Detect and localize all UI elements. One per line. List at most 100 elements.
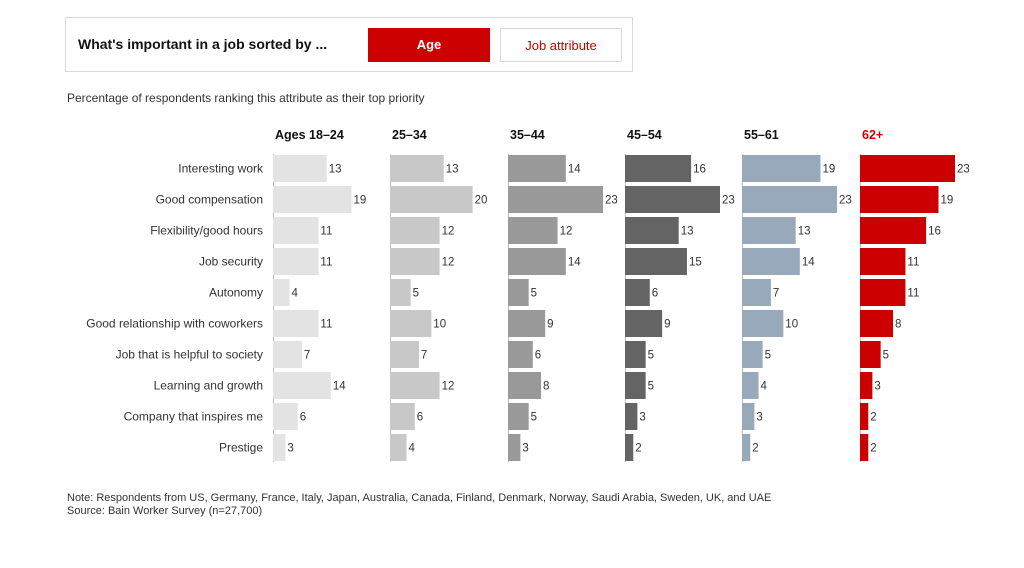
bar [860, 248, 906, 275]
data-label: 13 [446, 164, 459, 176]
data-label: 3 [287, 443, 293, 455]
data-label: 16 [928, 226, 941, 238]
bar [625, 372, 646, 399]
data-label: 19 [940, 195, 953, 207]
bar [273, 434, 286, 461]
data-label: 14 [333, 381, 346, 393]
data-label: 23 [605, 195, 618, 207]
chart-source: Source: Bain Worker Survey (n=27,700) [67, 505, 263, 517]
data-label: 7 [773, 288, 779, 300]
bar [742, 372, 759, 399]
bar [390, 341, 419, 368]
data-label: 13 [329, 164, 342, 176]
bar [742, 403, 755, 430]
data-label: 10 [433, 319, 446, 331]
bar [860, 186, 939, 213]
data-label: 2 [870, 412, 876, 424]
data-label: 8 [895, 319, 901, 331]
data-label: 6 [417, 412, 423, 424]
bar [860, 341, 881, 368]
bar [625, 217, 679, 244]
data-label: 3 [756, 412, 762, 424]
category-label: Autonomy [209, 286, 263, 300]
series-header: Ages 18–24 [275, 128, 344, 142]
bar [742, 310, 784, 337]
data-label: 13 [798, 226, 811, 238]
data-label: 14 [568, 257, 581, 269]
category-label: Job that is helpful to society [116, 348, 263, 362]
bar [742, 279, 771, 306]
category-label: Prestige [219, 441, 263, 455]
bar [860, 403, 869, 430]
data-label: 11 [320, 257, 332, 269]
data-label: 23 [839, 195, 852, 207]
series-header: 35–44 [510, 128, 545, 142]
bar [508, 186, 603, 213]
data-label: 14 [802, 257, 815, 269]
sort-control: What's important in a job sorted by ... … [65, 17, 633, 72]
bar [625, 434, 634, 461]
series-header: 55–61 [744, 128, 779, 142]
bar [625, 186, 720, 213]
bar [508, 217, 558, 244]
bar [860, 217, 927, 244]
data-label: 9 [547, 319, 553, 331]
data-label: 2 [870, 443, 876, 455]
bar [508, 279, 529, 306]
sort-by-job-attribute-button[interactable]: Job attribute [500, 28, 622, 62]
category-label: Flexibility/good hours [150, 224, 263, 238]
bar [508, 248, 566, 275]
data-label: 12 [560, 226, 573, 238]
data-label: 5 [883, 350, 889, 362]
category-label: Good compensation [156, 193, 263, 207]
data-label: 9 [664, 319, 670, 331]
data-label: 2 [752, 443, 758, 455]
data-label: 11 [907, 288, 919, 300]
category-label: Interesting work [178, 162, 264, 176]
data-label: 4 [761, 381, 768, 393]
data-label: 5 [648, 350, 654, 362]
data-label: 12 [442, 257, 455, 269]
data-label: 23 [957, 164, 970, 176]
bar [508, 341, 533, 368]
bar [625, 279, 650, 306]
bar [508, 403, 529, 430]
bar [390, 248, 440, 275]
bar [390, 155, 444, 182]
chart-subtitle: Percentage of respondents ranking this a… [67, 91, 425, 105]
data-label: 5 [413, 288, 419, 300]
bar [273, 155, 327, 182]
data-label: 23 [722, 195, 735, 207]
data-label: 11 [320, 226, 332, 238]
data-label: 3 [522, 443, 528, 455]
bar [273, 310, 319, 337]
data-label: 20 [475, 195, 488, 207]
bar [625, 403, 638, 430]
data-label: 2 [635, 443, 641, 455]
bar [860, 372, 873, 399]
data-label: 12 [442, 381, 455, 393]
bar [273, 372, 331, 399]
bar [273, 217, 319, 244]
bar [860, 279, 906, 306]
data-label: 5 [648, 381, 654, 393]
data-label: 4 [292, 288, 299, 300]
sort-by-age-button[interactable]: Age [368, 28, 490, 62]
data-label: 19 [353, 195, 366, 207]
data-label: 15 [689, 257, 702, 269]
series-header: 45–54 [627, 128, 662, 142]
data-label: 3 [874, 381, 880, 393]
bar [860, 310, 894, 337]
data-label: 6 [535, 350, 541, 362]
bar [742, 434, 751, 461]
bar [508, 310, 546, 337]
bar [860, 434, 869, 461]
bar [742, 341, 763, 368]
chart-note: Note: Respondents from US, Germany, Fran… [67, 492, 772, 504]
category-label: Learning and growth [154, 379, 263, 393]
bar [625, 248, 687, 275]
bar [390, 403, 415, 430]
bar [273, 279, 290, 306]
data-label: 6 [300, 412, 306, 424]
